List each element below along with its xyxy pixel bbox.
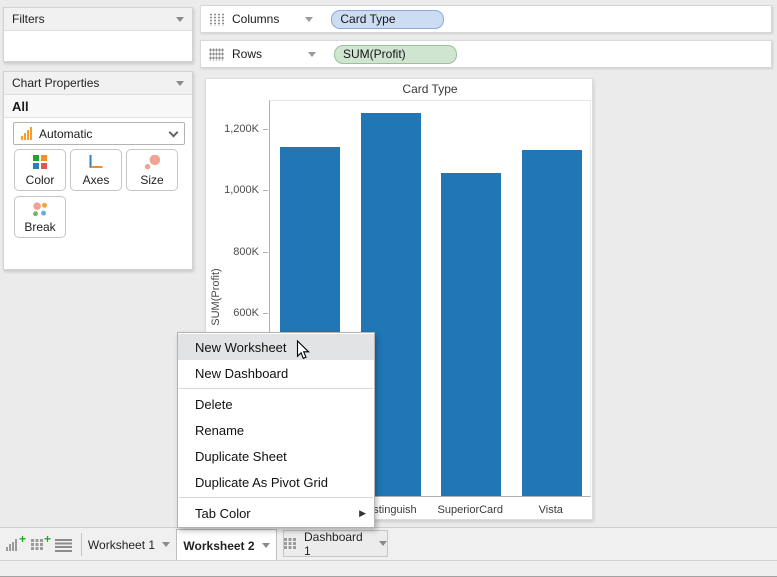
chevron-down-icon bbox=[168, 127, 179, 137]
columns-dropdown-arrow-icon[interactable] bbox=[305, 16, 314, 22]
sheet-context-menu: New Worksheet New Dashboard Delete Rename Du… bbox=[177, 332, 375, 528]
x-axis-label: SuperiorCard bbox=[437, 504, 503, 516]
filters-panel-title: Filters bbox=[12, 12, 45, 26]
tabbar-separator bbox=[81, 533, 82, 556]
bar-SuperiorCard[interactable] bbox=[441, 172, 502, 496]
x-axis-label: Distinguish bbox=[362, 504, 417, 516]
columns-shelf-label: Columns bbox=[232, 12, 280, 26]
pill-sum-profit[interactable]: SUM(Profit) bbox=[334, 44, 458, 64]
plus-glyph: + bbox=[18, 532, 26, 546]
chart-properties-panel: Chart Properties All Automatic Color Axe… bbox=[3, 71, 193, 270]
tab-worksheet-1-label: Worksheet 1 bbox=[87, 537, 156, 552]
tab-dropdown-arrow-icon[interactable] bbox=[379, 541, 387, 546]
x-axis-label: Vista bbox=[538, 504, 563, 516]
tab-dropdown-arrow-icon[interactable] bbox=[261, 543, 270, 548]
y-tick-label: 1,000K bbox=[224, 184, 259, 197]
chart-type-dropdown[interactable]: Automatic bbox=[13, 122, 185, 145]
pill-card-type[interactable]: Card Type bbox=[331, 9, 445, 29]
break-dots-icon bbox=[32, 202, 48, 217]
menu-separator bbox=[179, 497, 373, 498]
dashboard-grid-icon bbox=[284, 537, 297, 550]
tab-dropdown-arrow-icon[interactable] bbox=[162, 542, 171, 547]
pill-card-type-label: Card Type bbox=[340, 11, 396, 26]
y-tick-label: 1,200K bbox=[224, 122, 259, 135]
mouse-cursor-icon bbox=[296, 340, 310, 360]
chart-properties-title: Chart Properties bbox=[12, 76, 100, 90]
menu-item-rename[interactable]: Rename bbox=[195, 422, 245, 438]
plus-glyph: + bbox=[43, 532, 51, 546]
y-tick-mark bbox=[263, 251, 268, 253]
tab-worksheet-1[interactable]: Worksheet 1 bbox=[85, 528, 173, 561]
rows-icon bbox=[209, 47, 224, 61]
columns-icon bbox=[209, 12, 224, 26]
chart-type-icon bbox=[21, 127, 32, 140]
new-dashboard-icon[interactable]: + bbox=[31, 532, 51, 553]
menu-separator bbox=[179, 388, 373, 389]
color-swatch-icon bbox=[33, 155, 47, 169]
sheet-list-icon[interactable] bbox=[55, 539, 72, 552]
y-tick-mark bbox=[263, 128, 268, 130]
mini-barchart-glyph bbox=[6, 539, 17, 551]
tab-dashboard-1[interactable]: Dashboard 1 bbox=[283, 529, 388, 558]
sheet-tab-bar: + + Worksheet 1 Worksheet 2 Dashboard 1 bbox=[0, 527, 777, 561]
rows-shelf[interactable]: Rows SUM(Profit) bbox=[200, 40, 772, 68]
filters-panel-header[interactable]: Filters bbox=[4, 8, 192, 31]
axes-icon bbox=[89, 155, 103, 168]
menu-item-new-worksheet[interactable]: New Worksheet bbox=[178, 334, 374, 360]
mini-grid-glyph bbox=[31, 539, 44, 551]
rows-shelf-label: Rows bbox=[232, 47, 263, 61]
size-circles-icon bbox=[144, 155, 160, 170]
pill-sum-profit-label: SUM(Profit) bbox=[343, 46, 406, 61]
y-tick-label: 800K bbox=[233, 245, 259, 258]
submenu-arrow-icon: ▶ bbox=[359, 507, 366, 518]
size-button[interactable]: Size bbox=[126, 149, 178, 191]
y-tick-mark bbox=[263, 190, 268, 192]
tab-worksheet-2[interactable]: Worksheet 2 bbox=[176, 529, 277, 561]
new-worksheet-icon[interactable]: + bbox=[6, 532, 26, 553]
columns-shelf[interactable]: Columns Card Type bbox=[200, 5, 772, 33]
collapse-arrow-icon[interactable] bbox=[176, 16, 184, 22]
collapse-arrow-icon[interactable] bbox=[176, 80, 184, 86]
color-button[interactable]: Color bbox=[14, 149, 66, 191]
break-button-label: Break bbox=[24, 220, 56, 234]
chart-properties-header[interactable]: Chart Properties bbox=[4, 72, 192, 95]
chart-type-value: Automatic bbox=[39, 126, 93, 141]
size-button-label: Size bbox=[140, 173, 164, 187]
menu-item-new-dashboard[interactable]: New Dashboard bbox=[195, 365, 289, 381]
y-axis-title: SUM(Profit) bbox=[210, 268, 222, 326]
tab-dashboard-1-label: Dashboard 1 bbox=[304, 529, 363, 558]
axes-button[interactable]: Axes bbox=[70, 149, 122, 191]
y-tick-label: 600K bbox=[233, 306, 259, 319]
menu-item-duplicate-sheet[interactable]: Duplicate Sheet bbox=[195, 448, 287, 464]
status-bar bbox=[0, 560, 777, 577]
color-button-label: Color bbox=[25, 173, 55, 187]
series-scope-label: All bbox=[12, 98, 29, 114]
axes-button-label: Axes bbox=[82, 173, 110, 187]
series-scope-row: All bbox=[4, 95, 192, 118]
bar-Vista[interactable] bbox=[521, 149, 582, 496]
rows-dropdown-arrow-icon[interactable] bbox=[308, 51, 317, 57]
y-tick-mark bbox=[263, 312, 268, 314]
tab-worksheet-2-label: Worksheet 2 bbox=[183, 538, 255, 553]
menu-item-duplicate-as-pivot-grid[interactable]: Duplicate As Pivot Grid bbox=[195, 474, 328, 490]
menu-item-delete[interactable]: Delete bbox=[195, 396, 233, 412]
menu-item-tab-color[interactable]: Tab Color ▶ bbox=[195, 505, 366, 521]
chart-title: Card Type bbox=[402, 82, 458, 96]
break-button[interactable]: Break bbox=[14, 196, 66, 238]
filters-panel: Filters bbox=[3, 7, 193, 62]
